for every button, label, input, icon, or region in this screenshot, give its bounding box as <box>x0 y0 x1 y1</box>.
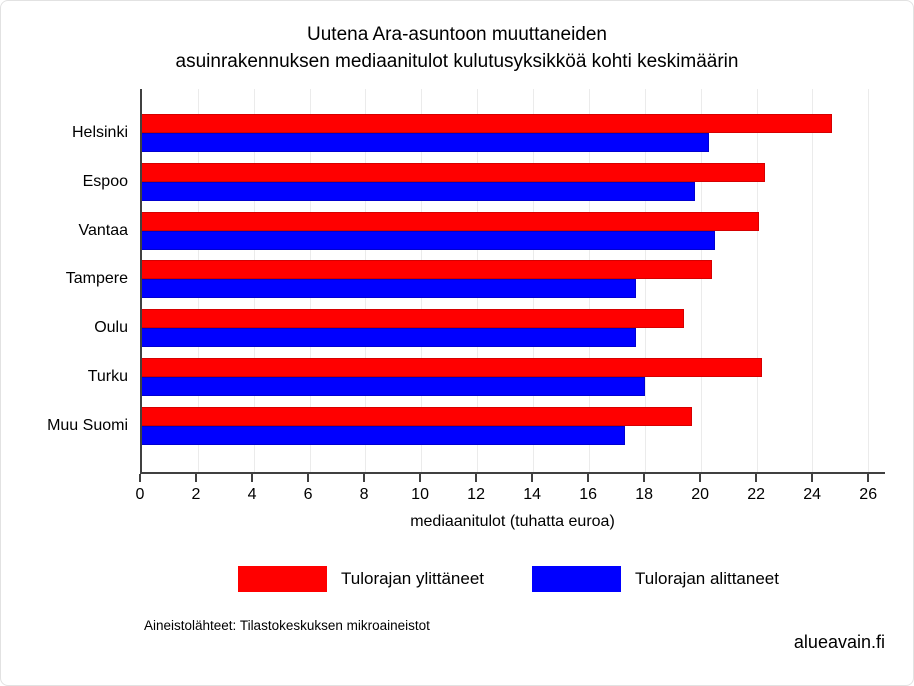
bar-series-0 <box>142 162 765 182</box>
gridline-24 <box>812 89 814 472</box>
gridline-20 <box>700 89 702 472</box>
bar-series-0 <box>142 406 693 426</box>
category-label: Muu Suomi <box>47 416 128 434</box>
bar-series-1 <box>142 279 637 299</box>
legend-label-ylittaneet: Tulorajan ylittäneet <box>341 569 485 588</box>
gridline-22 <box>756 89 758 472</box>
x-tick <box>195 474 197 482</box>
legend-swatch-red <box>238 566 327 592</box>
chart-title: Uutena Ara-asuntoon muuttaneiden asuinra… <box>1 21 913 75</box>
x-tick-label: 18 <box>635 486 654 503</box>
x-tick <box>419 474 422 482</box>
category-row: Turku <box>88 353 885 401</box>
bar-series-1 <box>142 230 715 250</box>
category-label: Espoo <box>82 172 128 190</box>
bar-series-0 <box>142 260 712 280</box>
x-tick <box>363 474 366 482</box>
chart-title-line1: Uutena Ara-asuntoon muuttaneiden <box>307 24 607 45</box>
x-tick <box>307 474 310 482</box>
x-tick-label: 14 <box>523 486 541 503</box>
x-tick <box>587 474 590 482</box>
gridline-26 <box>868 89 870 472</box>
legend-label-alittaneet: Tulorajan alittaneet <box>635 569 779 588</box>
bar-series-1 <box>142 425 626 445</box>
x-axis: 0 2 4 6 8 10 12 14 16 18 20 22 24 26 <box>136 474 885 516</box>
x-tick-label: 22 <box>747 486 766 503</box>
bar-series-1 <box>142 377 645 397</box>
category-row: Tampere <box>66 255 885 303</box>
category-label: Vantaa <box>78 221 128 239</box>
category-label: Helsinki <box>71 124 128 141</box>
bar-series-0 <box>142 114 832 133</box>
x-tick-label: 8 <box>359 486 369 503</box>
x-tick-label: 24 <box>803 486 822 503</box>
bar-series-1 <box>142 181 696 201</box>
source-note: Aineistolähteet: Tilastokeskuksen mikroa… <box>144 618 430 633</box>
category-label: Tampere <box>65 270 128 288</box>
bar-series-0 <box>142 211 760 231</box>
category-row: Espoo <box>83 158 885 206</box>
x-tick-label: 26 <box>859 486 878 503</box>
gridline-18 <box>644 89 646 472</box>
bar-rows: Helsinki Espoo Vantaa Tampere Oulu Turku Muu S… <box>47 109 885 450</box>
x-tick-label: 0 <box>135 486 145 503</box>
x-tick-label: 6 <box>303 486 313 503</box>
category-row: Muu Suomi <box>47 402 885 450</box>
legend-swatch-blue <box>532 566 621 592</box>
category-row: Helsinki <box>72 109 885 157</box>
x-tick <box>251 474 254 482</box>
plot-area: Helsinki Espoo Vantaa Tampere Oulu Turku Muu S… <box>47 89 885 474</box>
legend: Tulorajan ylittäneet Tulorajan alittanee… <box>1 566 913 596</box>
x-axis-label: mediaanitulot (tuhatta euroa) <box>410 513 615 530</box>
x-tick <box>755 474 758 482</box>
brand-watermark: alueavain.fi <box>793 632 885 652</box>
x-tick <box>531 474 534 482</box>
x-tick-label: 20 <box>691 486 710 503</box>
legend-item-ylittaneet: Tulorajan ylittäneet <box>238 566 484 592</box>
category-row: Vantaa <box>78 207 885 255</box>
x-tick <box>643 474 646 482</box>
x-tick <box>811 474 814 482</box>
bar-series-1 <box>142 133 710 152</box>
bar-series-0 <box>142 309 684 329</box>
x-tick <box>699 474 702 482</box>
x-tick-label: 10 <box>411 486 429 503</box>
category-row: Oulu <box>94 304 885 352</box>
bar-series-1 <box>142 328 637 348</box>
legend-item-alittaneet: Tulorajan alittaneet <box>532 566 779 592</box>
chart-title-line2: asuinrakennuksen mediaanitulot kulutusyk… <box>175 51 739 72</box>
x-tick-label: 12 <box>467 486 485 503</box>
x-tick-label: 16 <box>579 486 598 503</box>
x-tick <box>867 474 870 482</box>
x-tick-label: 4 <box>247 486 257 503</box>
bar-series-0 <box>142 358 763 378</box>
x-tick <box>139 474 141 482</box>
category-label: Oulu <box>94 319 128 337</box>
x-tick <box>475 474 478 482</box>
category-label: Turku <box>87 368 128 386</box>
x-tick-label: 2 <box>191 486 201 503</box>
